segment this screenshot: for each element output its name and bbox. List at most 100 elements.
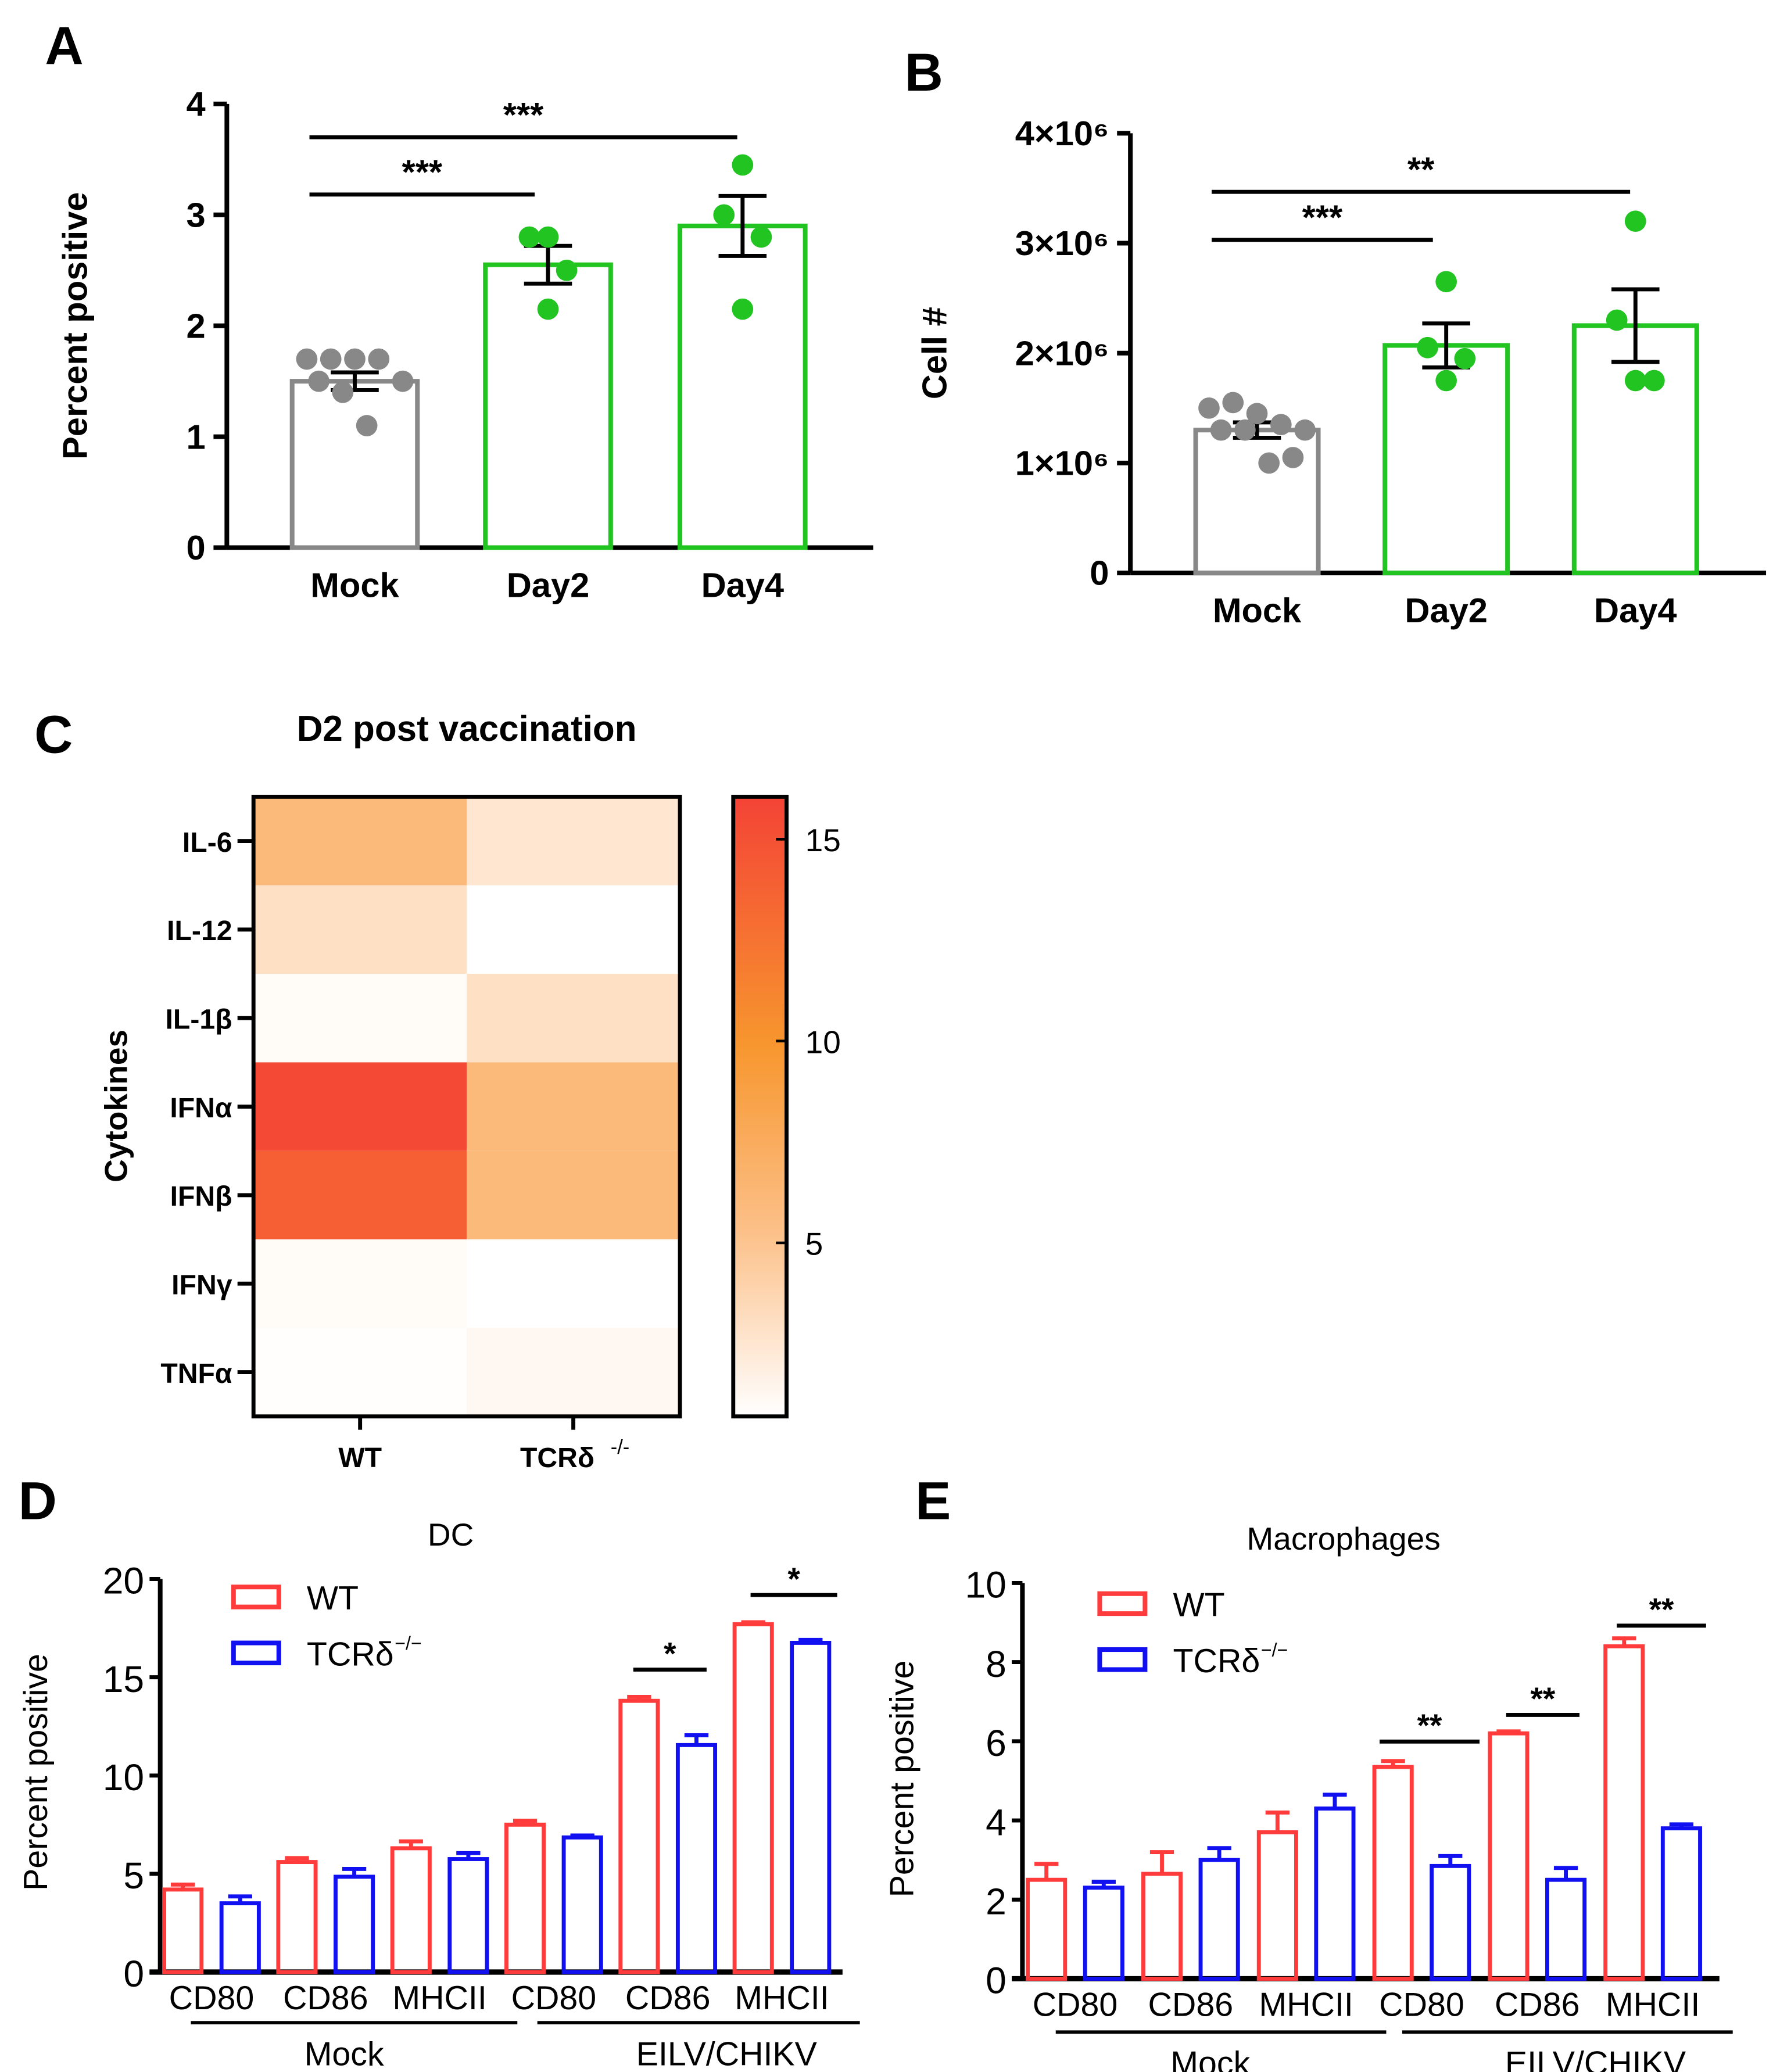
data-point bbox=[332, 381, 354, 403]
x-tick-label: CD80 bbox=[511, 1980, 597, 2017]
bar-tcrδ-cd80 bbox=[1430, 1863, 1471, 1981]
y-tick-label: 6 bbox=[986, 1722, 1007, 1764]
group-label: Mock bbox=[1170, 2045, 1250, 2072]
x-tick-label: Mock bbox=[310, 565, 399, 604]
y-axis-label: Percent positive bbox=[56, 192, 95, 459]
data-point bbox=[1222, 392, 1244, 414]
data-point bbox=[537, 226, 559, 248]
colorbar-tick-label: 10 bbox=[805, 1024, 841, 1060]
data-point bbox=[518, 226, 540, 248]
data-point bbox=[1246, 403, 1268, 425]
colorbar bbox=[731, 794, 789, 1419]
data-point bbox=[356, 415, 378, 436]
bar-tcrδ-cd86 bbox=[675, 1743, 718, 1974]
heatmap-cell bbox=[467, 1062, 680, 1151]
colorbar-tick-label: 15 bbox=[805, 822, 841, 858]
significance-label: ** bbox=[1407, 150, 1435, 189]
heatmap-border bbox=[251, 794, 682, 1419]
bar-wt-mhcii bbox=[1603, 1644, 1645, 1981]
heatmap-cell bbox=[467, 1328, 680, 1417]
legend-swatch-tcrδ bbox=[231, 1640, 281, 1665]
legend-label: WT bbox=[1173, 1587, 1225, 1624]
row-label: IL-12 bbox=[167, 915, 232, 947]
data-point bbox=[1435, 271, 1457, 293]
heatmap-c: D2 post vaccination IL-6 IL-12 IL-1β IFNα IFN… bbox=[98, 709, 840, 1474]
row-label: TNFα bbox=[160, 1358, 232, 1389]
data-point bbox=[1258, 452, 1280, 474]
x-tick-label: CD80 bbox=[1033, 1987, 1118, 2024]
significance-label: * bbox=[787, 1561, 800, 1597]
bar-tcrδ-mhcii bbox=[1660, 1826, 1702, 1981]
bar-wt-cd86 bbox=[1141, 1872, 1183, 1981]
y-tick-label: 10 bbox=[103, 1756, 144, 1798]
data-point bbox=[1624, 210, 1646, 232]
significance-label: *** bbox=[1302, 198, 1343, 236]
legend-swatch-tcrδ bbox=[1097, 1647, 1148, 1672]
chart-d: DC 0 5 10 15 20 Percent positive CD80 CD86 MHCII C… bbox=[17, 1517, 860, 2072]
x-tick-label: CD86 bbox=[283, 1980, 368, 2017]
significance-label: ** bbox=[1417, 1707, 1442, 1743]
y-tick-label: 0 bbox=[123, 1953, 144, 1995]
heatmap-cell bbox=[467, 974, 680, 1063]
x-tick-label: CD80 bbox=[1379, 1987, 1464, 2024]
y-axis-label: Cell # bbox=[915, 307, 954, 399]
data-point bbox=[1294, 419, 1316, 441]
legend-swatch-wt bbox=[1097, 1591, 1148, 1616]
data-point bbox=[1270, 414, 1292, 436]
y-tick-label: 1 bbox=[186, 417, 205, 456]
y-tick-label: 2×10⁶ bbox=[1015, 334, 1109, 372]
y-tick-label: 4 bbox=[186, 85, 205, 124]
bar-wt-cd80 bbox=[162, 1887, 204, 1974]
data-point bbox=[732, 154, 754, 176]
bar-wt-cd80 bbox=[1372, 1765, 1414, 1981]
y-tick-label: 0 bbox=[1090, 554, 1109, 593]
bar-wt-mhcii bbox=[1256, 1830, 1298, 1981]
x-tick-label: Day2 bbox=[1405, 591, 1488, 630]
chart-b: 0 1×10⁶ 2×10⁶ 3×10⁶ 4×10⁶ Cell # Mock Day2 Day4 *… bbox=[915, 114, 1767, 630]
bar-day4 bbox=[678, 223, 808, 550]
panel-label-a: A bbox=[45, 16, 83, 76]
data-point bbox=[713, 204, 735, 226]
heatmap-cell bbox=[467, 1150, 680, 1240]
bar-tcrδ-mhcii bbox=[447, 1857, 489, 1974]
legend-label: TCRδ bbox=[1173, 1643, 1260, 1680]
group-label: EILV/CHIKV bbox=[636, 2036, 817, 2072]
heatmap-cell bbox=[467, 1239, 680, 1328]
bar-tcrδ-cd80 bbox=[219, 1901, 261, 1974]
data-point bbox=[308, 370, 329, 392]
y-tick-label: 10 bbox=[965, 1564, 1006, 1606]
y-axis-label: Percent positive bbox=[883, 1661, 920, 1898]
row-label: IFNα bbox=[170, 1092, 232, 1124]
bar-tcrδ-cd86 bbox=[1198, 1858, 1240, 1981]
heatmap-cell bbox=[253, 1150, 467, 1240]
x-tick-label: MHCII bbox=[735, 1980, 829, 2017]
x-tick-label: MHCII bbox=[392, 1980, 486, 2017]
data-point bbox=[1234, 419, 1256, 441]
bar-wt-cd80 bbox=[1026, 1877, 1068, 1981]
x-tick-label: MHCII bbox=[1606, 1987, 1700, 2024]
y-tick-label: 5 bbox=[123, 1855, 144, 1897]
x-tick-label: MHCII bbox=[1259, 1987, 1353, 2024]
data-point bbox=[368, 348, 390, 370]
colorbar-tick-label: 5 bbox=[805, 1226, 823, 1262]
y-tick-label: 20 bbox=[103, 1560, 144, 1602]
data-point bbox=[1210, 419, 1232, 441]
legend-superscript: −/− bbox=[395, 1633, 421, 1654]
data-point bbox=[750, 226, 772, 248]
bar-wt-cd80 bbox=[504, 1822, 546, 1974]
data-point bbox=[1198, 397, 1220, 419]
data-point bbox=[732, 298, 754, 320]
panel-label-e: E bbox=[915, 1471, 951, 1530]
row-label: IL-1β bbox=[166, 1004, 232, 1035]
group-label: Mock bbox=[305, 2036, 384, 2072]
heatmap-cell bbox=[467, 885, 680, 974]
data-point bbox=[556, 259, 578, 281]
column-label: TCRδ bbox=[520, 1442, 594, 1474]
y-tick-label: 8 bbox=[986, 1643, 1007, 1685]
data-point bbox=[392, 370, 414, 392]
bar-tcrδ-cd80 bbox=[561, 1835, 603, 1974]
heatmap-cell bbox=[253, 1062, 467, 1151]
heatmap-cell bbox=[253, 1328, 467, 1417]
significance-label: ** bbox=[1649, 1591, 1674, 1628]
data-point bbox=[1435, 370, 1457, 392]
